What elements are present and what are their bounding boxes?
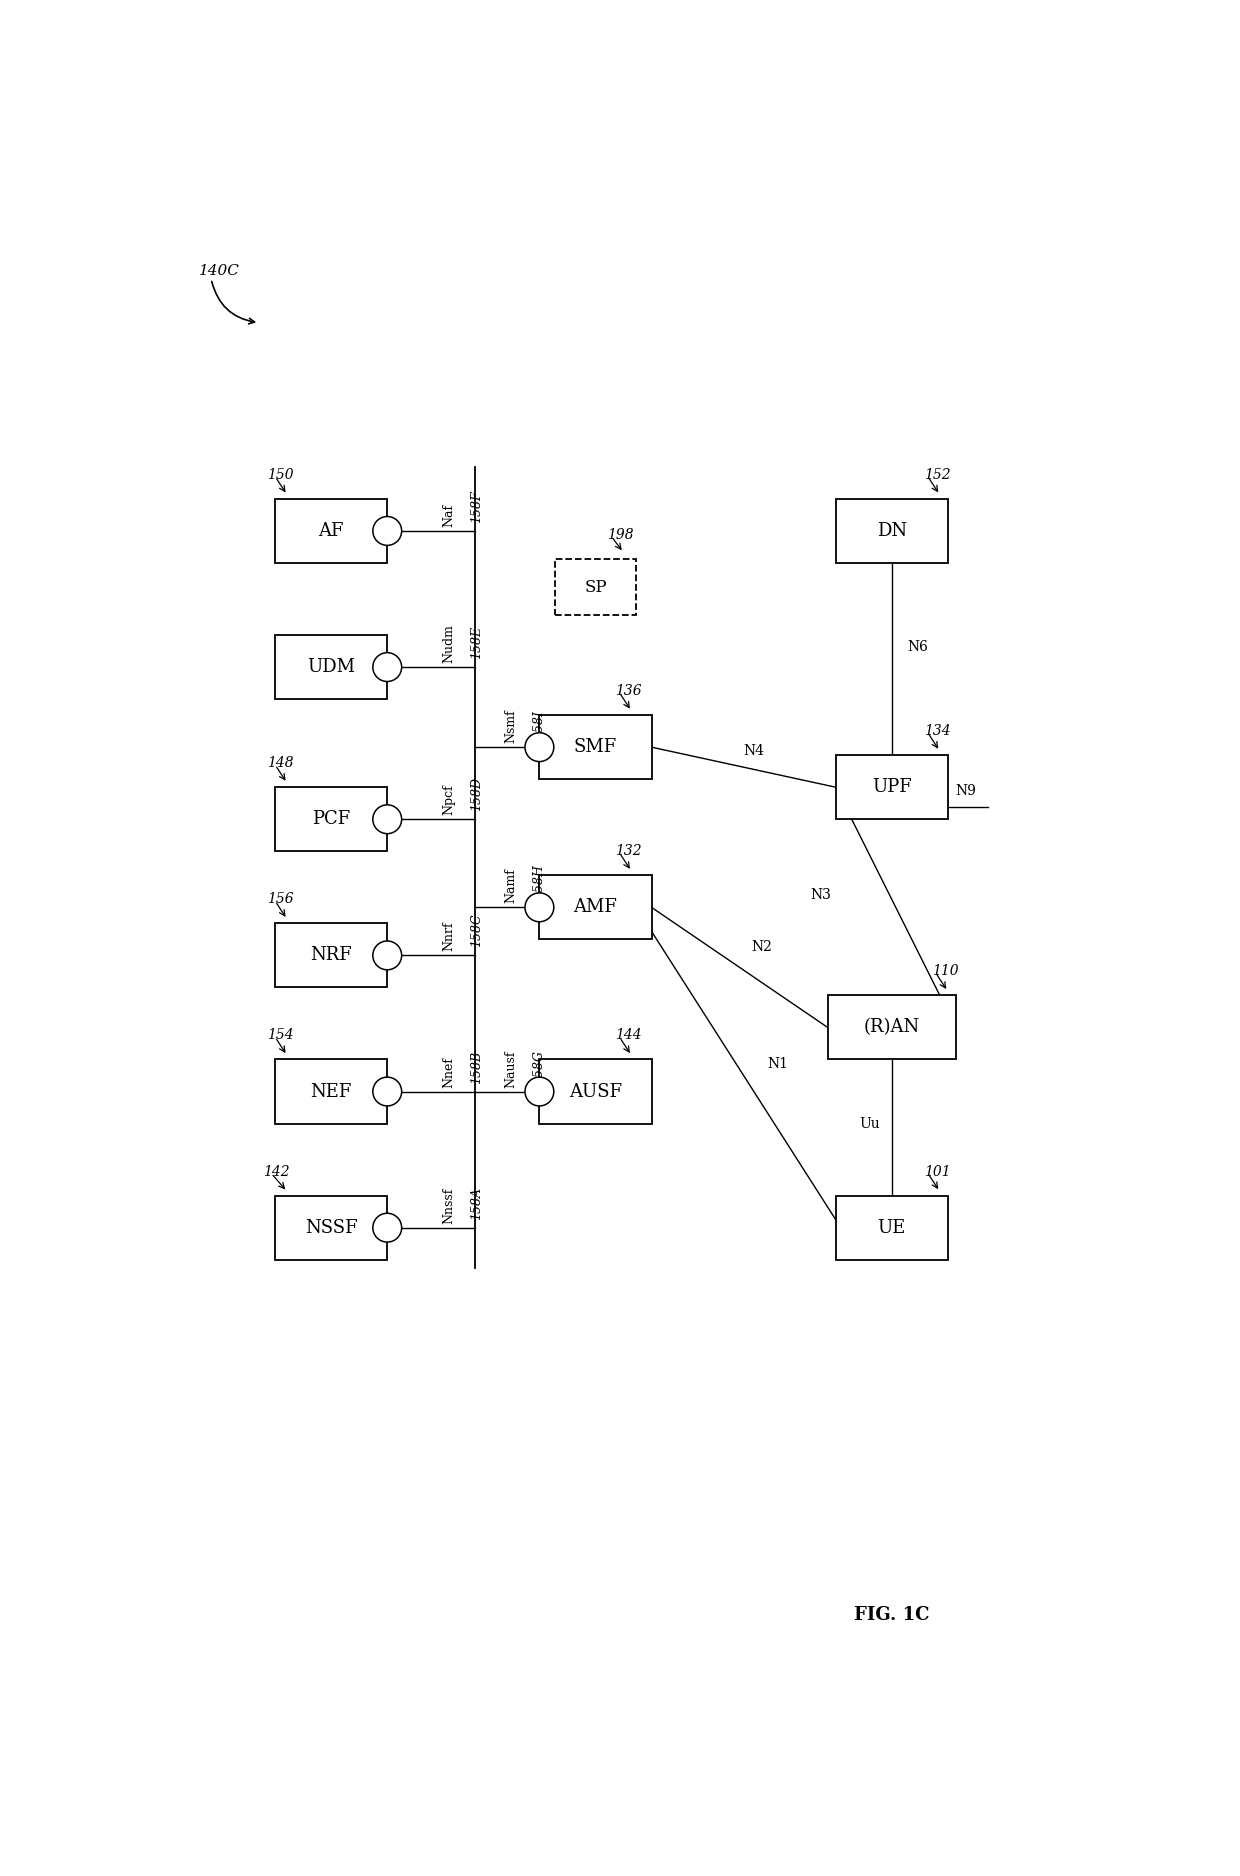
Text: Npcf: Npcf	[443, 784, 455, 816]
Text: 110: 110	[931, 964, 959, 979]
FancyBboxPatch shape	[539, 1060, 651, 1124]
Text: 140C: 140C	[200, 265, 239, 278]
FancyBboxPatch shape	[556, 559, 635, 615]
Text: N4: N4	[744, 745, 765, 758]
Circle shape	[373, 516, 402, 546]
Text: 158F: 158F	[470, 490, 484, 523]
Text: Nnef: Nnef	[443, 1056, 455, 1088]
Circle shape	[525, 1077, 554, 1107]
Text: N9: N9	[956, 784, 977, 797]
Text: AMF: AMF	[574, 899, 618, 915]
FancyBboxPatch shape	[275, 788, 387, 852]
Text: 158D: 158D	[470, 777, 484, 810]
Text: 142: 142	[263, 1165, 290, 1178]
FancyBboxPatch shape	[275, 1060, 387, 1124]
Text: 144: 144	[615, 1028, 642, 1043]
Text: Nudm: Nudm	[443, 625, 455, 662]
Text: Nnrf: Nnrf	[443, 921, 455, 951]
Text: 198: 198	[608, 527, 634, 542]
Text: FIG. 1C: FIG. 1C	[854, 1606, 930, 1625]
FancyBboxPatch shape	[275, 923, 387, 987]
FancyBboxPatch shape	[836, 499, 947, 563]
Text: 156: 156	[267, 893, 294, 906]
Text: NEF: NEF	[310, 1082, 352, 1101]
FancyBboxPatch shape	[539, 876, 651, 940]
Text: 158E: 158E	[470, 627, 484, 658]
Text: 132: 132	[615, 844, 642, 859]
Text: 158B: 158B	[470, 1051, 484, 1084]
Text: 154: 154	[267, 1028, 294, 1043]
Circle shape	[525, 893, 554, 921]
Text: Uu: Uu	[859, 1116, 880, 1131]
Text: UDM: UDM	[308, 658, 355, 675]
FancyBboxPatch shape	[275, 636, 387, 700]
FancyBboxPatch shape	[836, 756, 947, 820]
Text: 158H: 158H	[532, 865, 546, 899]
Text: 158C: 158C	[470, 914, 484, 947]
Text: DN: DN	[877, 522, 906, 540]
Text: N2: N2	[751, 940, 773, 955]
Text: AUSF: AUSF	[569, 1082, 622, 1101]
FancyBboxPatch shape	[275, 1195, 387, 1259]
Text: 158G: 158G	[532, 1049, 546, 1084]
Circle shape	[373, 1077, 402, 1107]
Text: Nsmf: Nsmf	[505, 709, 517, 743]
Text: Namf: Namf	[505, 869, 517, 904]
FancyBboxPatch shape	[827, 996, 956, 1060]
Text: 158A: 158A	[470, 1188, 484, 1219]
Text: Nnssf: Nnssf	[443, 1188, 455, 1223]
Text: Naf: Naf	[443, 505, 455, 527]
Text: PCF: PCF	[312, 810, 351, 827]
Text: 101: 101	[924, 1165, 950, 1178]
Text: AF: AF	[319, 522, 343, 540]
Text: 134: 134	[924, 724, 950, 737]
Text: N6: N6	[908, 640, 929, 655]
Text: 148: 148	[267, 756, 294, 771]
Text: (R)AN: (R)AN	[863, 1019, 920, 1036]
Circle shape	[525, 734, 554, 762]
Text: NRF: NRF	[310, 946, 352, 964]
Text: NSSF: NSSF	[305, 1219, 357, 1236]
Text: N3: N3	[811, 889, 832, 902]
Text: SP: SP	[584, 578, 606, 595]
Text: 150: 150	[267, 467, 294, 482]
Text: UE: UE	[878, 1219, 906, 1236]
Text: 158I: 158I	[532, 711, 546, 739]
Text: 152: 152	[924, 467, 950, 482]
Text: Nausf: Nausf	[505, 1051, 517, 1088]
Text: SMF: SMF	[574, 737, 618, 756]
FancyBboxPatch shape	[836, 1195, 947, 1259]
FancyBboxPatch shape	[275, 499, 387, 563]
Text: N1: N1	[768, 1056, 789, 1071]
Text: 136: 136	[615, 685, 642, 698]
Circle shape	[373, 942, 402, 970]
Circle shape	[373, 805, 402, 833]
FancyBboxPatch shape	[539, 715, 651, 779]
Text: UPF: UPF	[872, 779, 911, 795]
Circle shape	[373, 1214, 402, 1242]
Circle shape	[373, 653, 402, 681]
